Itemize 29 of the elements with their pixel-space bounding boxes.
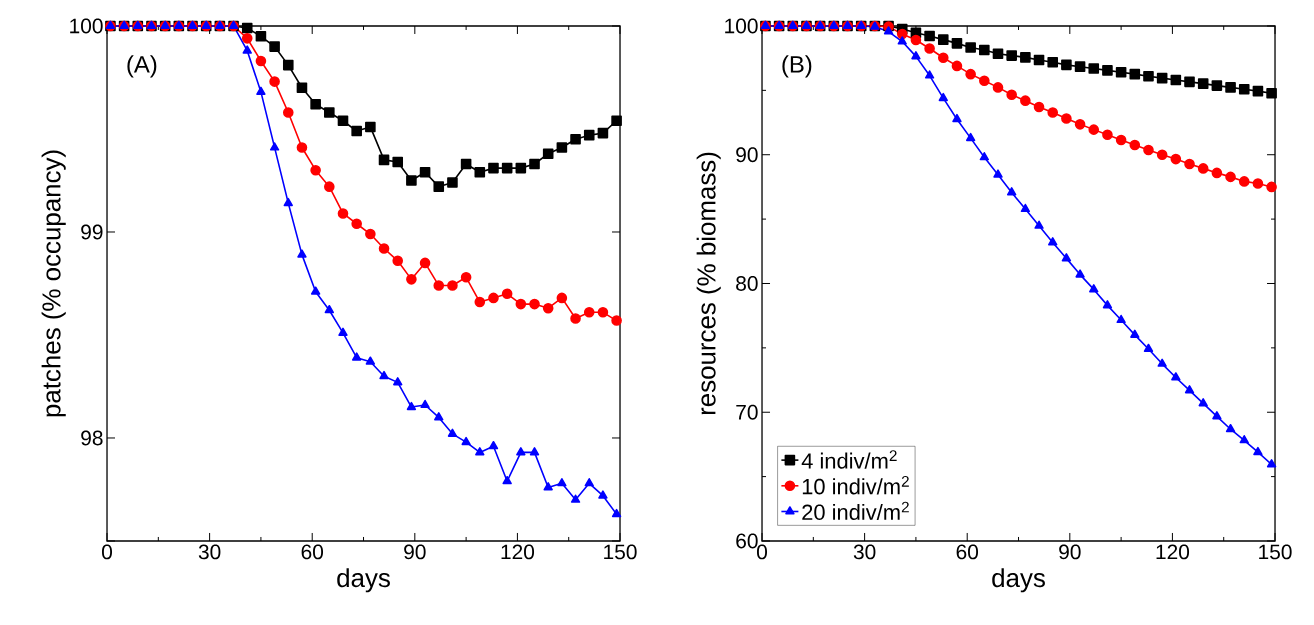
x-tick-label: 30 [853,544,876,560]
x-tick-label: 60 [301,544,324,560]
y-tick-label: 80 [736,276,758,291]
y-axis-title: resources (% biomass) [696,152,721,415]
legend-label: 10 indiv/m$^{2}$ [802,475,909,495]
x-tick-label: 90 [1059,544,1081,560]
x-tick-label: 60 [956,544,979,560]
x-tick-label: 90 [404,544,426,560]
y-tick-label: 90 [736,147,758,163]
annotation: (A) [127,55,157,78]
y-axis-title: patches (% occupancy) [41,150,66,417]
x-axis-title: days [992,568,1045,593]
x-tick-label: 150 [1259,544,1292,560]
legend-label: 20 indiv/m$^{2}$ [802,501,909,521]
y-tick-label: 70 [736,404,758,420]
y-tick-label: 98 [81,430,103,446]
x-tick-label: 30 [198,544,221,560]
x-tick-label: 0 [757,544,768,560]
x-axis-title: days [337,568,390,593]
x-tick-label: 120 [1156,544,1190,560]
x-tick-label: 0 [102,544,113,560]
annotation: (B) [782,55,812,78]
y-tick-label: 100 [725,18,758,34]
legend-label: 4 indiv/m$^{2}$ [801,450,897,469]
y-tick-label: 99 [81,224,103,240]
x-tick-label: 150 [604,544,637,560]
y-tick-label: 60 [736,533,758,549]
y-tick-label: 100 [70,18,103,34]
x-tick-label: 120 [501,544,535,560]
